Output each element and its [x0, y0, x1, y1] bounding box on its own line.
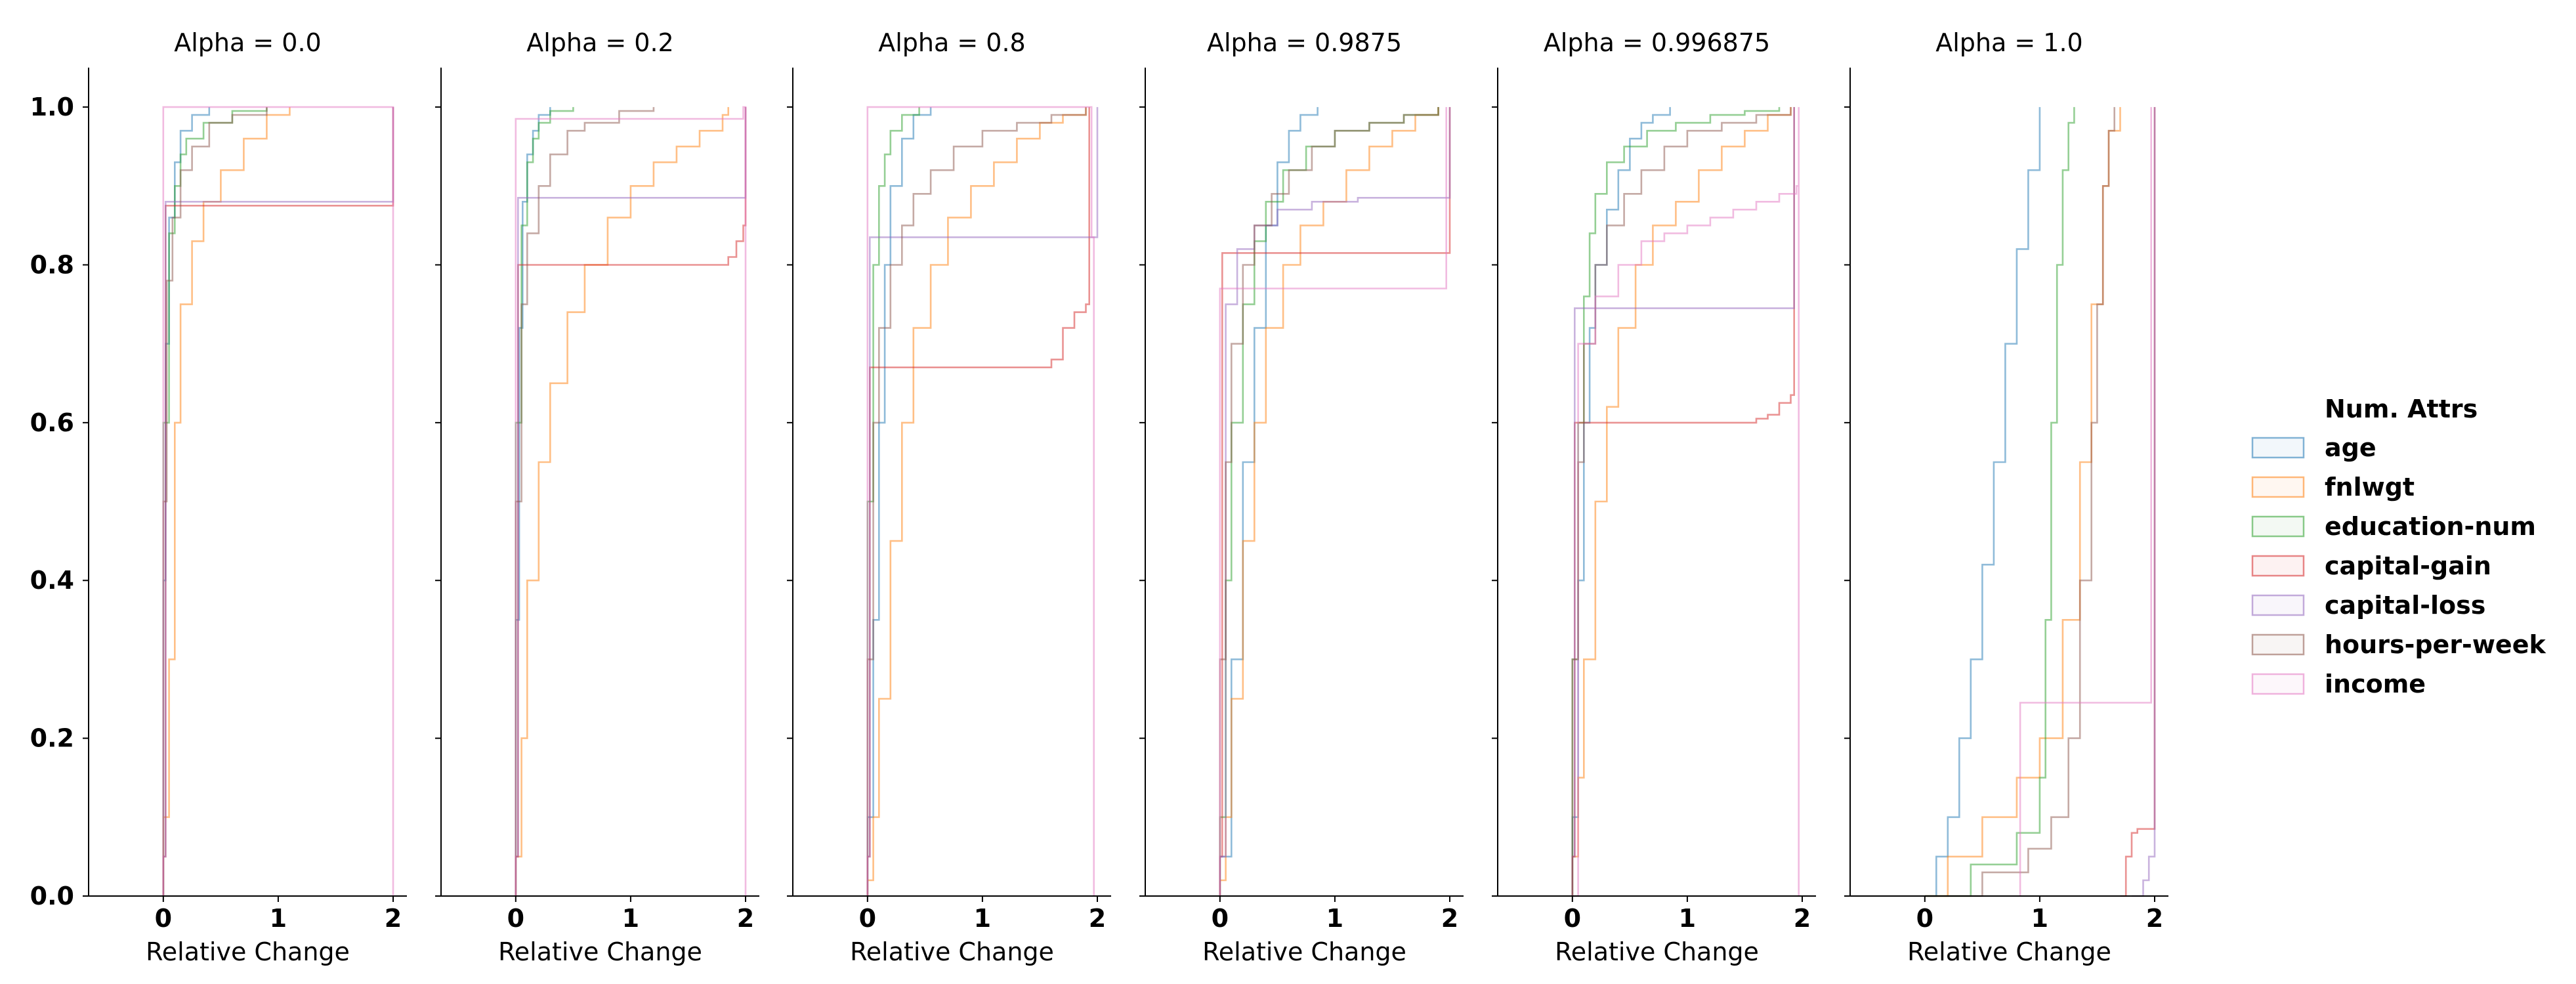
facet-panel: Alpha = 0.9875 0 1 2 Relative Change: [1139, 28, 1464, 966]
legend-swatch-income: [2251, 673, 2305, 695]
series-line-age: [162, 107, 211, 896]
panel-title: Alpha = 0.0: [174, 28, 321, 57]
x-axis-label: Relative Change: [1907, 937, 2111, 966]
series-line-fnlwgt: [515, 107, 729, 896]
series-line-income: [1219, 107, 1447, 896]
series-line-capital-gain: [866, 107, 1090, 896]
series-line-capital-gain: [162, 107, 394, 896]
x-tick-label: 1: [622, 904, 639, 933]
facet-panel: Alpha = 0.2 0 1 2 Relative Change: [435, 28, 759, 966]
x-axis-label: Relative Change: [1202, 937, 1406, 966]
legend-label-fnlwgt: fnlwgt: [2325, 473, 2415, 502]
x-tick-label: 1: [974, 904, 991, 933]
x-tick-label: 1: [1326, 904, 1343, 933]
y-tick-label: 0.4: [30, 566, 74, 595]
series-line-income: [162, 106, 394, 896]
series-line-hours-per-week: [1924, 107, 2115, 897]
legend-label-education-num: education-num: [2325, 512, 2536, 541]
y-tick-label: 0.0: [30, 882, 74, 910]
series-line-capital-loss: [515, 107, 747, 896]
x-tick-label: 1: [2031, 904, 2048, 933]
series-line-income: [866, 106, 1095, 896]
series-line-hours-per-week: [515, 107, 655, 896]
legend-title: Num. Attrs: [2325, 395, 2478, 423]
series-line-capital-loss: [162, 107, 394, 896]
series-line-age: [866, 107, 932, 896]
y-tick-label: 1.0: [30, 93, 74, 121]
series-group: [1571, 107, 1800, 897]
legend-swatch-age: [2251, 437, 2305, 459]
panel-title: Alpha = 0.8: [878, 28, 1025, 57]
legend-label-age: age: [2325, 433, 2376, 462]
series-line-fnlwgt: [866, 107, 1087, 896]
x-tick-label: 2: [1089, 904, 1106, 933]
series-line-capital-loss: [1219, 107, 1451, 896]
x-tick-label: 0: [1564, 904, 1581, 933]
series-line-income: [515, 106, 747, 896]
facet-panels: Alpha = 0.0 0.0 0.2 0.4 0.6 0.8 1.0 0 1 2 Relative…: [30, 28, 2168, 966]
x-tick-label: 0: [859, 904, 876, 933]
x-tick-label: 0: [155, 904, 172, 933]
series-group: [866, 106, 1099, 896]
x-tick-label: 1: [270, 904, 287, 933]
facet-panel: Alpha = 0.8 0 1 2 Relative Change: [787, 28, 1111, 966]
series-line-capital-gain: [2120, 107, 2156, 897]
facet-panel: Alpha = 1.0 0 1 2 Relative Change: [1844, 28, 2168, 966]
x-tick-label: 0: [507, 904, 524, 933]
series-line-hours-per-week: [1571, 107, 1792, 896]
series-line-age: [1924, 107, 2041, 897]
series-group: [162, 106, 394, 896]
legend-swatch-hours-per-week: [2251, 633, 2305, 656]
legend-swatch-fnlwgt: [2251, 476, 2305, 498]
series-line-hours-per-week: [866, 107, 1087, 896]
x-axis-label: Relative Change: [850, 937, 1054, 966]
facet-panel: Alpha = 0.0 0.0 0.2 0.4 0.6 0.8 1.0 0 1 2 Relative…: [30, 28, 407, 966]
series-group: [515, 106, 747, 896]
series-line-capital-loss: [2132, 107, 2156, 897]
series-line-hours-per-week: [162, 107, 268, 896]
series-line-age: [1219, 107, 1319, 896]
y-tick-label: 0.8: [30, 250, 74, 279]
legend-swatch-education-num: [2251, 515, 2305, 538]
series-line-hours-per-week: [1219, 107, 1439, 896]
legend-label-hours-per-week: hours-per-week: [2325, 630, 2546, 659]
x-tick-label: 2: [385, 904, 402, 933]
x-axis-label: Relative Change: [498, 937, 702, 966]
legend-label-income: income: [2325, 670, 2426, 698]
legend-label-capital-gain: capital-gain: [2325, 551, 2491, 580]
facet-panel: Alpha = 0.996875 0 1 2 Relative Change: [1492, 28, 1816, 966]
series-line-income: [2019, 107, 2152, 896]
series-line-education-num: [1219, 107, 1439, 896]
panel-title: Alpha = 0.9875: [1207, 28, 1402, 57]
y-tick-label: 0.2: [30, 724, 74, 753]
series-line-income: [1572, 107, 1800, 897]
legend-label-capital-loss: capital-loss: [2325, 591, 2485, 620]
x-tick-label: 0: [1916, 904, 1933, 933]
legend-swatch-capital-loss: [2251, 594, 2305, 616]
series-group: [1219, 107, 1451, 896]
series-line-education-num: [1924, 107, 2075, 897]
series-line-education-num: [515, 107, 574, 896]
x-tick-label: 0: [1212, 904, 1229, 933]
x-axis-label: Relative Change: [146, 937, 350, 966]
x-tick-label: 2: [1794, 904, 1811, 933]
legend-swatch-capital-gain: [2251, 555, 2305, 577]
x-tick-label: 2: [737, 904, 754, 933]
series-line-fnlwgt: [162, 107, 291, 896]
panel-title: Alpha = 0.2: [526, 28, 673, 57]
x-tick-label: 2: [1441, 904, 1458, 933]
panel-title: Alpha = 1.0: [1935, 28, 2082, 57]
x-tick-label: 2: [2146, 904, 2163, 933]
panel-title: Alpha = 0.996875: [1544, 28, 1770, 57]
legend: Num. Attrs age fnlwgt education-num capital-…: [2251, 395, 2546, 698]
series-group: [1924, 107, 2156, 897]
series-line-fnlwgt: [1571, 107, 1792, 896]
x-axis-label: Relative Change: [1555, 937, 1759, 966]
series-line-education-num: [162, 107, 268, 896]
y-tick-label: 0.6: [30, 408, 74, 437]
x-tick-label: 1: [1679, 904, 1696, 933]
series-line-capital-gain: [515, 107, 747, 896]
series-line-fnlwgt: [1219, 107, 1439, 896]
